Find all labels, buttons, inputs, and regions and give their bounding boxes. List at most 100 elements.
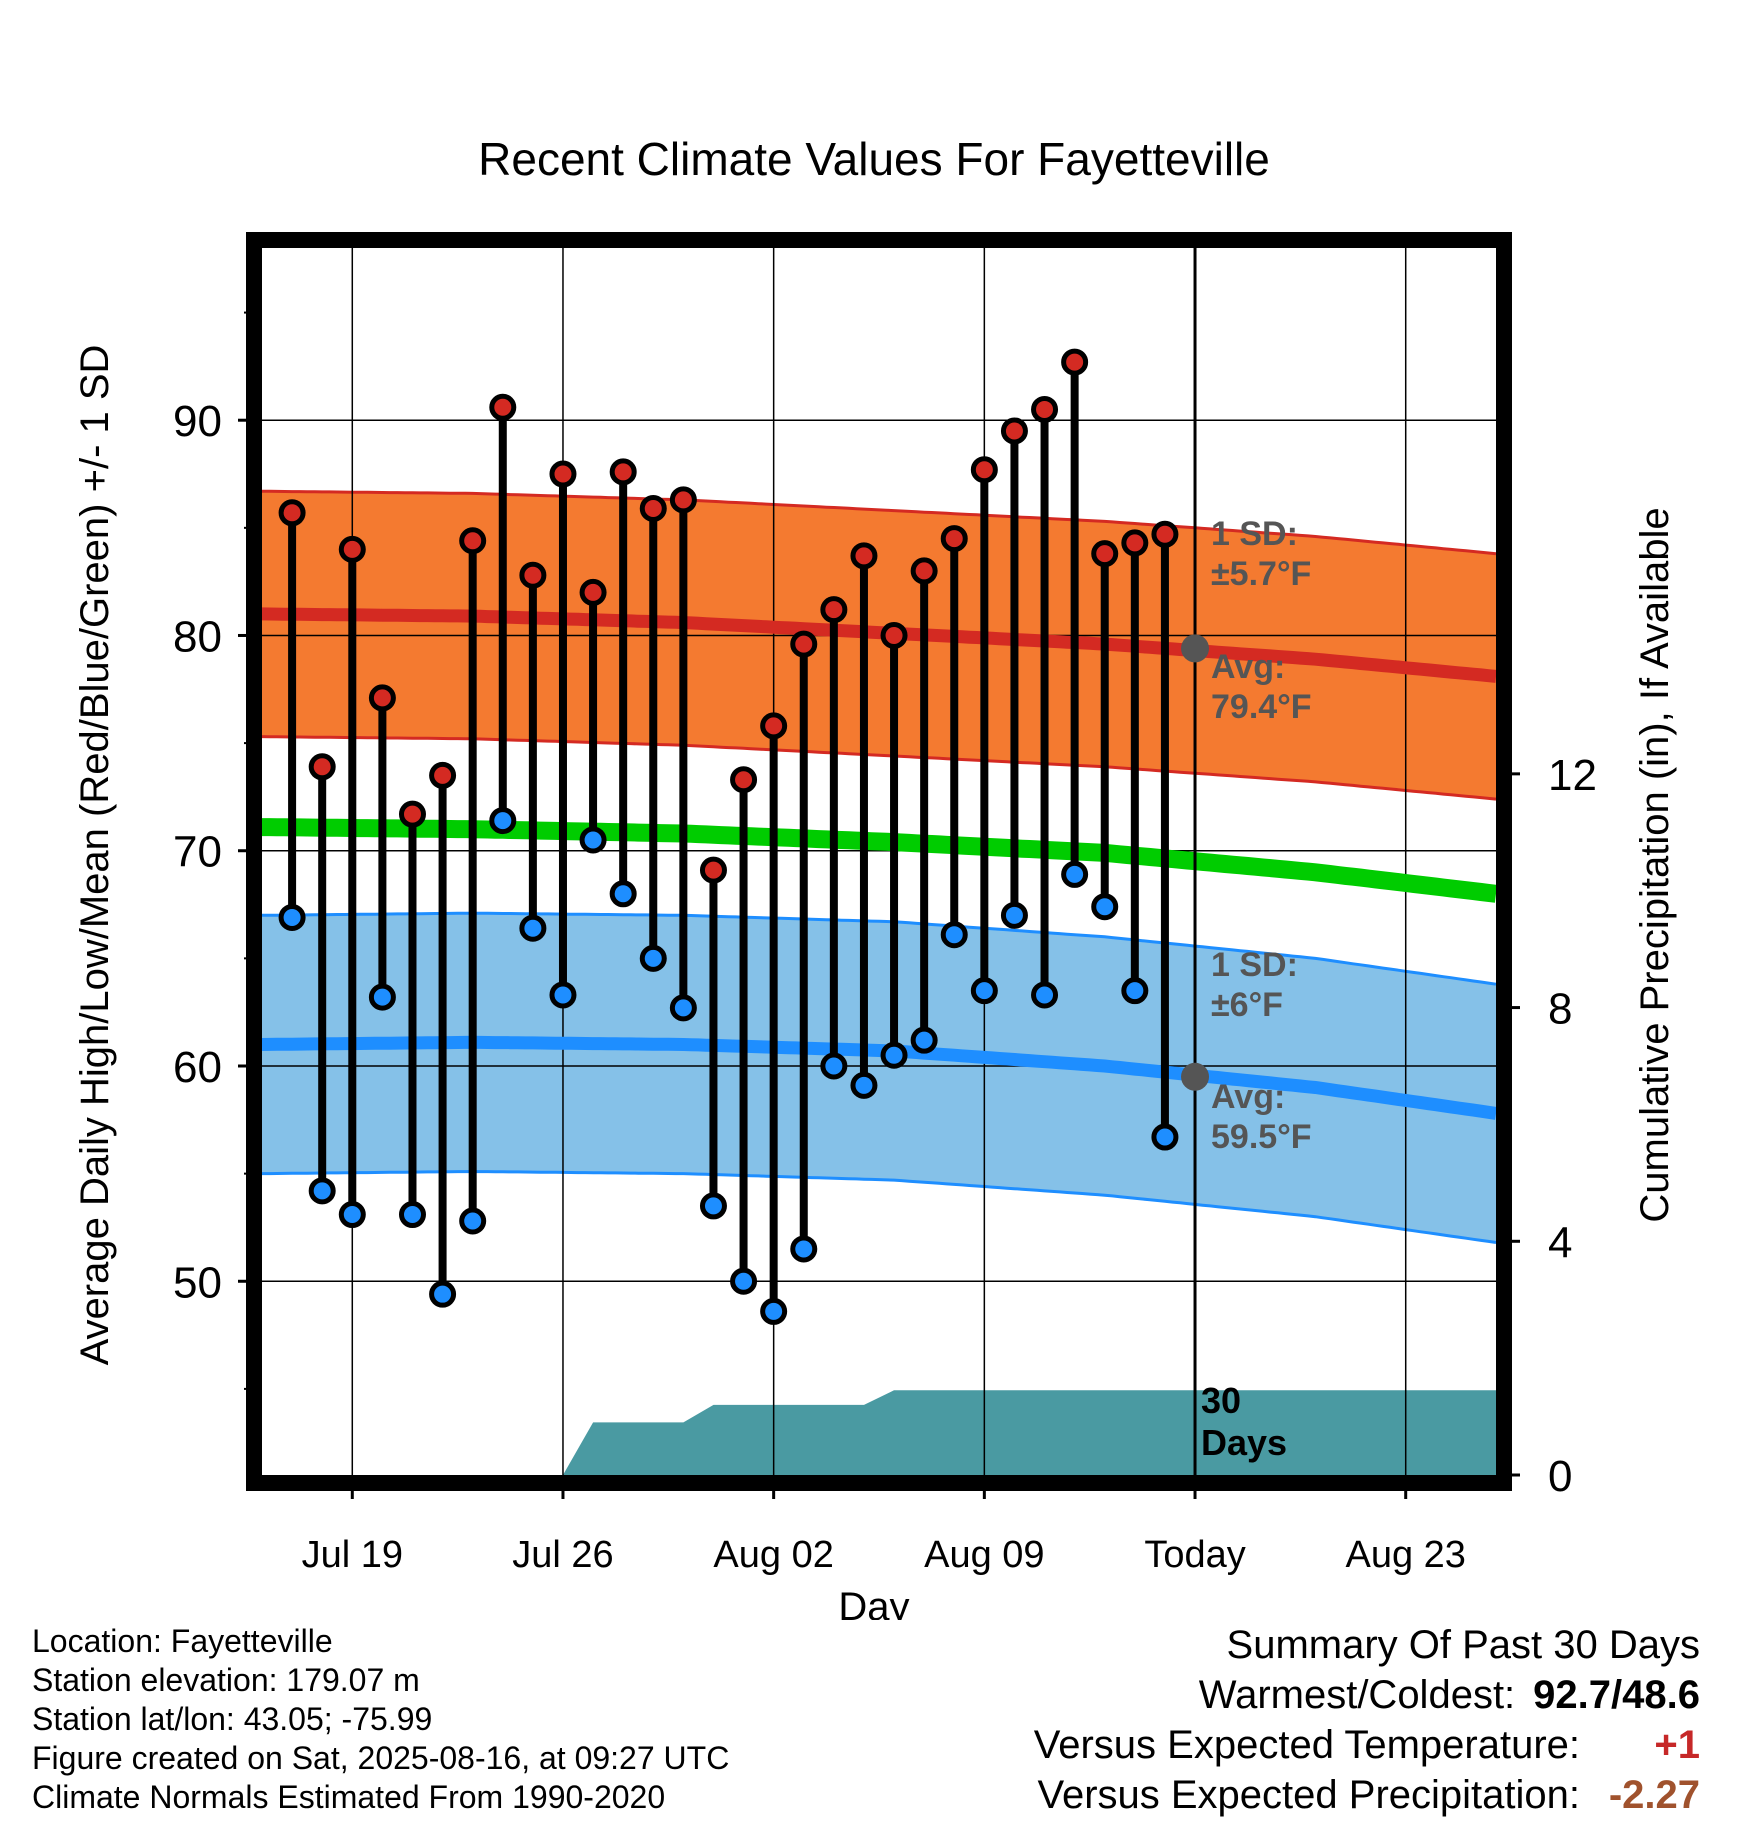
- y2-axis-label: Cumulative Precipitation (in), If Availa…: [1633, 507, 1677, 1222]
- daily-low-marker: [579, 826, 607, 854]
- summary-panel: Summary Of Past 30 Days Warmest/Coldest:…: [1034, 1620, 1700, 1820]
- daily-high-marker: [669, 486, 697, 514]
- low-sd-band-upper-edge: [261, 911, 1497, 986]
- daily-low-marker: [730, 1267, 758, 1295]
- daily-low-marker: [429, 1280, 457, 1308]
- x-tick-label: Jul 26: [512, 1534, 613, 1576]
- warm-cold-row: Warmest/Coldest: 92.7/48.6: [1034, 1670, 1700, 1720]
- daily-low-marker: [549, 981, 577, 1009]
- today-low-avg-dot: [1181, 1062, 1210, 1091]
- high-sd-band-upper-edge: [261, 489, 1497, 556]
- climate-chart: Recent Climate Values For Fayetteville 1…: [73, 133, 1677, 1620]
- low-sd-band-lower-edge: [262, 1169, 1497, 1244]
- plot-frame: [246, 232, 1512, 1491]
- x-axis-label: Day: [838, 1585, 909, 1620]
- chart-title: Recent Climate Values For Fayetteville: [478, 133, 1270, 185]
- precip-label: Versus Expected Precipitation:: [1037, 1773, 1580, 1817]
- daily-high-marker: [579, 578, 607, 606]
- daily-high-marker: [790, 630, 818, 658]
- warm-cold-label: Warmest/Coldest:: [1198, 1673, 1516, 1717]
- daily-low-marker: [850, 1071, 878, 1099]
- daily-high-marker: [910, 557, 938, 585]
- daily-high-marker: [639, 494, 667, 522]
- elevation-text: Station elevation: 179.07 m: [32, 1662, 420, 1698]
- temp-value: +1: [1654, 1723, 1700, 1767]
- daily-low-marker: [940, 921, 968, 949]
- temp-row: Versus Expected Temperature: +1: [1034, 1720, 1700, 1770]
- daily-high-marker: [1151, 520, 1179, 548]
- daily-high-marker: [1000, 417, 1028, 445]
- high-sd-annotation-label: 1 SD:: [1211, 515, 1298, 553]
- daily-low-marker: [1031, 981, 1059, 1009]
- daily-high-marker: [338, 535, 366, 563]
- daily-high-marker: [1121, 529, 1149, 557]
- low-sd-annotation-label: 1 SD:: [1211, 946, 1298, 984]
- location-text: Location: Fayetteville: [32, 1623, 333, 1659]
- daily-low-marker: [880, 1041, 908, 1069]
- station-info: Location: Fayetteville Station elevation…: [32, 1622, 729, 1817]
- normals-text: Climate Normals Estimated From 1990-2020: [32, 1779, 666, 1815]
- daily-low-marker: [790, 1235, 818, 1263]
- mean-normal-line: [262, 818, 1496, 903]
- precip-area: [262, 1390, 1496, 1475]
- daily-high-marker: [609, 458, 637, 486]
- high-normal-line: [262, 607, 1496, 683]
- temp-label: Versus Expected Temperature:: [1033, 1723, 1580, 1767]
- daily-low-marker: [609, 880, 637, 908]
- daily-low-marker: [699, 1192, 727, 1220]
- daily-high-marker: [730, 766, 758, 794]
- daily-high-marker: [368, 684, 396, 712]
- daily-high-marker: [940, 525, 968, 553]
- warm-cold-value: 92.7/48.6: [1533, 1673, 1700, 1717]
- daily-low-marker: [910, 1026, 938, 1054]
- today-high-avg-dot: [1181, 634, 1210, 663]
- daily-high-marker: [699, 856, 727, 884]
- daily-high-marker: [820, 596, 848, 624]
- daily-low-marker: [1061, 860, 1089, 888]
- low-normal-line: [262, 1035, 1496, 1120]
- low-avg-annotation-label: Avg:: [1211, 1078, 1285, 1116]
- y-tick-label: 60: [173, 1043, 222, 1092]
- y2-tick-label: 0: [1548, 1452, 1572, 1501]
- daily-low-marker: [459, 1207, 487, 1235]
- daily-low-marker: [1091, 893, 1119, 921]
- daily-high-marker: [429, 761, 457, 789]
- daily-low-marker: [1121, 977, 1149, 1005]
- y-axis-label: Average Daily High/Low/Mean (Red/Blue/Gr…: [73, 345, 117, 1366]
- daily-low-marker: [368, 983, 396, 1011]
- high-sd-band-fill: [262, 491, 1496, 800]
- y-tick-label: 80: [173, 612, 222, 661]
- daily-low-marker: [820, 1052, 848, 1080]
- daily-high-marker: [308, 753, 336, 781]
- daily-high-marker: [850, 542, 878, 570]
- daily-low-marker: [1000, 901, 1028, 929]
- daily-low-marker: [398, 1201, 426, 1229]
- daily-high-marker: [549, 460, 577, 488]
- x-tick-label: Aug 23: [1345, 1534, 1465, 1576]
- daily-high-marker: [1091, 540, 1119, 568]
- daily-high-marker: [880, 621, 908, 649]
- y-tick-label: 50: [173, 1258, 222, 1307]
- daily-high-marker: [519, 561, 547, 589]
- daily-high-marker: [760, 712, 788, 740]
- x-tick-label: Jul 19: [302, 1534, 403, 1576]
- low-sd-annotation-value: ±6°F: [1211, 986, 1283, 1024]
- daily-low-marker: [669, 994, 697, 1022]
- daily-high-marker: [1061, 348, 1089, 376]
- y2-tick-label: 4: [1548, 1218, 1572, 1267]
- high-avg-annotation-label: Avg:: [1211, 648, 1285, 686]
- latlon-text: Station lat/lon: 43.05; -75.99: [32, 1701, 433, 1737]
- y-tick-label: 70: [173, 828, 222, 877]
- daily-low-marker: [338, 1201, 366, 1229]
- x-tick-label: Aug 09: [924, 1534, 1044, 1576]
- y2-tick-label: 8: [1548, 985, 1572, 1034]
- daily-low-marker: [519, 914, 547, 942]
- daily-high-marker: [1031, 395, 1059, 423]
- today-caption-line: Days: [1201, 1422, 1287, 1463]
- daily-high-marker: [398, 800, 426, 828]
- daily-low-marker: [308, 1177, 336, 1205]
- summary-title: Summary Of Past 30 Days: [1226, 1623, 1700, 1667]
- daily-low-marker: [278, 903, 306, 931]
- daily-low-marker: [639, 944, 667, 972]
